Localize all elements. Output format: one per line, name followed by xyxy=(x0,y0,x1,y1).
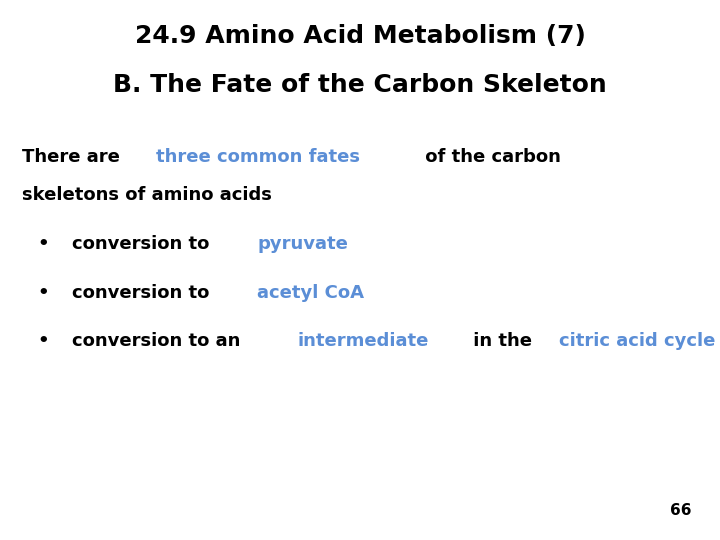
Text: conversion to: conversion to xyxy=(72,284,215,301)
Text: in the: in the xyxy=(467,332,538,350)
Text: There are: There are xyxy=(22,148,126,166)
Text: citric acid cycle: citric acid cycle xyxy=(559,332,715,350)
Text: B. The Fate of the Carbon Skeleton: B. The Fate of the Carbon Skeleton xyxy=(113,73,607,97)
Text: •: • xyxy=(37,284,49,301)
Text: 24.9 Amino Acid Metabolism (7): 24.9 Amino Acid Metabolism (7) xyxy=(135,24,585,48)
Text: •: • xyxy=(37,235,49,253)
Text: acetyl CoA: acetyl CoA xyxy=(257,284,364,301)
Text: intermediate: intermediate xyxy=(297,332,428,350)
Text: conversion to an: conversion to an xyxy=(72,332,247,350)
Text: of the carbon: of the carbon xyxy=(419,148,561,166)
Text: skeletons of amino acids: skeletons of amino acids xyxy=(22,186,271,204)
Text: pyruvate: pyruvate xyxy=(257,235,348,253)
Text: 66: 66 xyxy=(670,503,691,518)
Text: three common fates: three common fates xyxy=(156,148,360,166)
Text: conversion to: conversion to xyxy=(72,235,215,253)
Text: •: • xyxy=(37,332,49,350)
